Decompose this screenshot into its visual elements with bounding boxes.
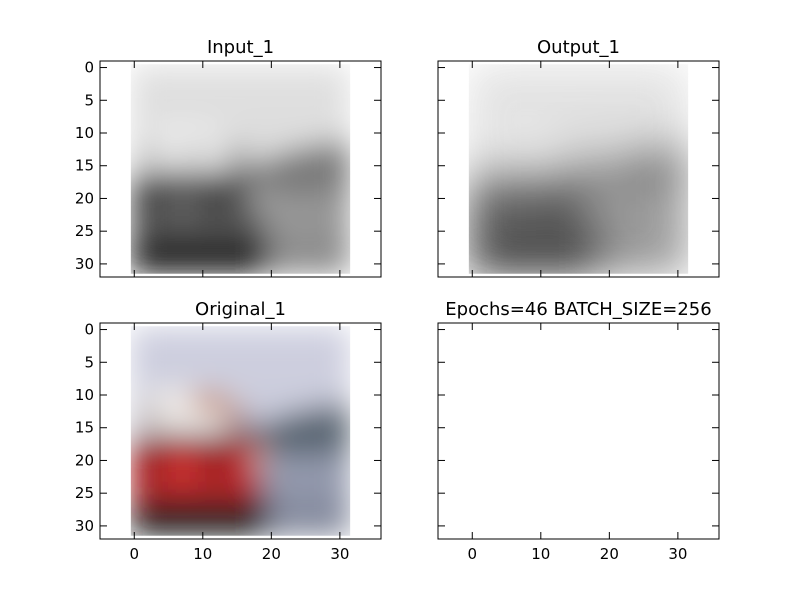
- y-tick-label: 5: [84, 91, 94, 109]
- x-tick-label: 30: [330, 545, 349, 563]
- panel-title: Epochs=46 BATCH_SIZE=256: [445, 299, 711, 320]
- y-tick-label: 0: [84, 321, 94, 339]
- panel-2: Output_1: [437, 37, 720, 278]
- axes-frame: [99, 60, 382, 278]
- x-tick-label: 20: [262, 545, 281, 563]
- image-grayscale-boat: [130, 64, 351, 274]
- x-tick-label: 30: [668, 545, 687, 563]
- y-tick-label: 0: [84, 59, 94, 77]
- image-color-boat: [130, 326, 351, 536]
- y-tick-label: 15: [75, 419, 94, 437]
- panel-4: Epochs=46 BATCH_SIZE=256 0 10 20 30: [437, 299, 720, 563]
- panel-title: Original_1: [195, 299, 286, 320]
- panel-3: Original_1 0 5 10 15 20 25 30 0 10 20 30: [75, 299, 382, 563]
- y-tick-label: 20: [75, 451, 94, 469]
- y-tick-label: 25: [75, 222, 94, 240]
- y-tick-label: 5: [84, 353, 94, 371]
- y-tick-label: 10: [75, 386, 94, 404]
- panel-title: Output_1: [537, 37, 620, 58]
- y-tick-label: 10: [75, 124, 94, 142]
- panel-title: Input_1: [207, 37, 274, 58]
- x-tick-label: 20: [600, 545, 619, 563]
- y-tick-label: 20: [75, 189, 94, 207]
- x-tick-label: 0: [129, 545, 139, 563]
- y-tick-label: 15: [75, 157, 94, 175]
- y-tick-label: 30: [75, 517, 94, 535]
- axes-frame: [99, 322, 382, 540]
- x-tick-label: 10: [193, 545, 212, 563]
- axes-frame: [437, 60, 720, 278]
- image-grayscale-boat-blurred: [468, 64, 689, 274]
- axes-frame: [437, 322, 720, 540]
- panel-1: Input_1 0 5 10 15 20 25 30: [75, 37, 382, 278]
- x-tick-label: 10: [531, 545, 550, 563]
- x-tick-label: 0: [467, 545, 477, 563]
- y-tick-label: 25: [75, 484, 94, 502]
- y-tick-label: 30: [75, 255, 94, 273]
